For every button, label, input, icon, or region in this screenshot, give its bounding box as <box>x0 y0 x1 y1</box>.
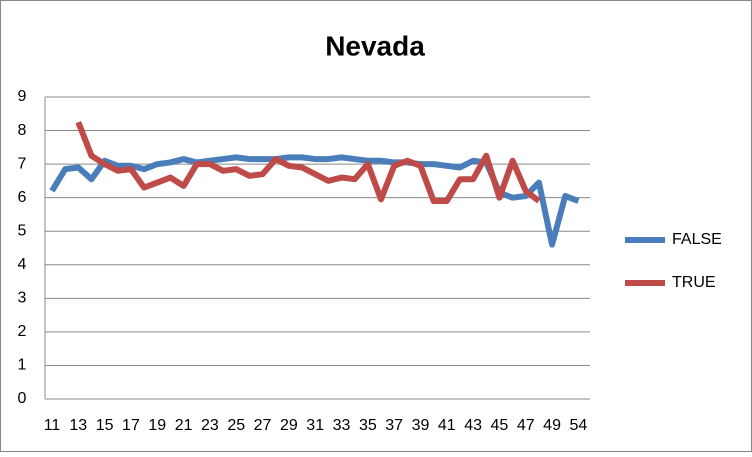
y-tick-label: 6 <box>18 189 27 206</box>
legend-label: TRUE <box>672 274 716 291</box>
x-tick-label: 43 <box>464 417 482 434</box>
chart-title: Nevada <box>325 30 425 61</box>
y-tick-label: 4 <box>18 256 27 273</box>
x-tick-label: 45 <box>491 417 509 434</box>
y-tick-label: 9 <box>18 88 27 105</box>
x-tick-label: 17 <box>122 417 140 434</box>
y-tick-label: 2 <box>18 323 27 340</box>
x-tick-label: 29 <box>280 417 298 434</box>
y-tick-label: 0 <box>18 390 27 407</box>
x-tick-label: 54 <box>570 417 588 434</box>
y-tick-label: 5 <box>18 222 27 239</box>
y-tick-label: 7 <box>18 155 27 172</box>
x-tick-label: 47 <box>517 417 535 434</box>
x-tick-label: 49 <box>543 417 561 434</box>
x-tick-label: 31 <box>306 417 324 434</box>
y-tick-label: 3 <box>18 290 27 307</box>
x-tick-label: 23 <box>201 417 219 434</box>
x-tick-label: 33 <box>333 417 351 434</box>
legend-label: FALSE <box>672 231 722 248</box>
x-tick-label: 39 <box>412 417 430 434</box>
x-tick-label: 11 <box>44 417 61 434</box>
x-tick-label: 21 <box>175 417 193 434</box>
x-tick-label: 25 <box>227 417 245 434</box>
x-tick-label: 27 <box>254 417 272 434</box>
x-tick-label: 41 <box>438 417 456 434</box>
x-tick-label: 15 <box>96 417 114 434</box>
x-tick-label: 19 <box>148 417 166 434</box>
series-line <box>75 121 541 205</box>
y-tick-label: 1 <box>18 357 27 374</box>
x-tick-label: 35 <box>359 417 377 434</box>
x-tick-label: 13 <box>69 417 87 434</box>
y-tick-label: 8 <box>18 122 27 139</box>
x-tick-label: 37 <box>385 417 403 434</box>
